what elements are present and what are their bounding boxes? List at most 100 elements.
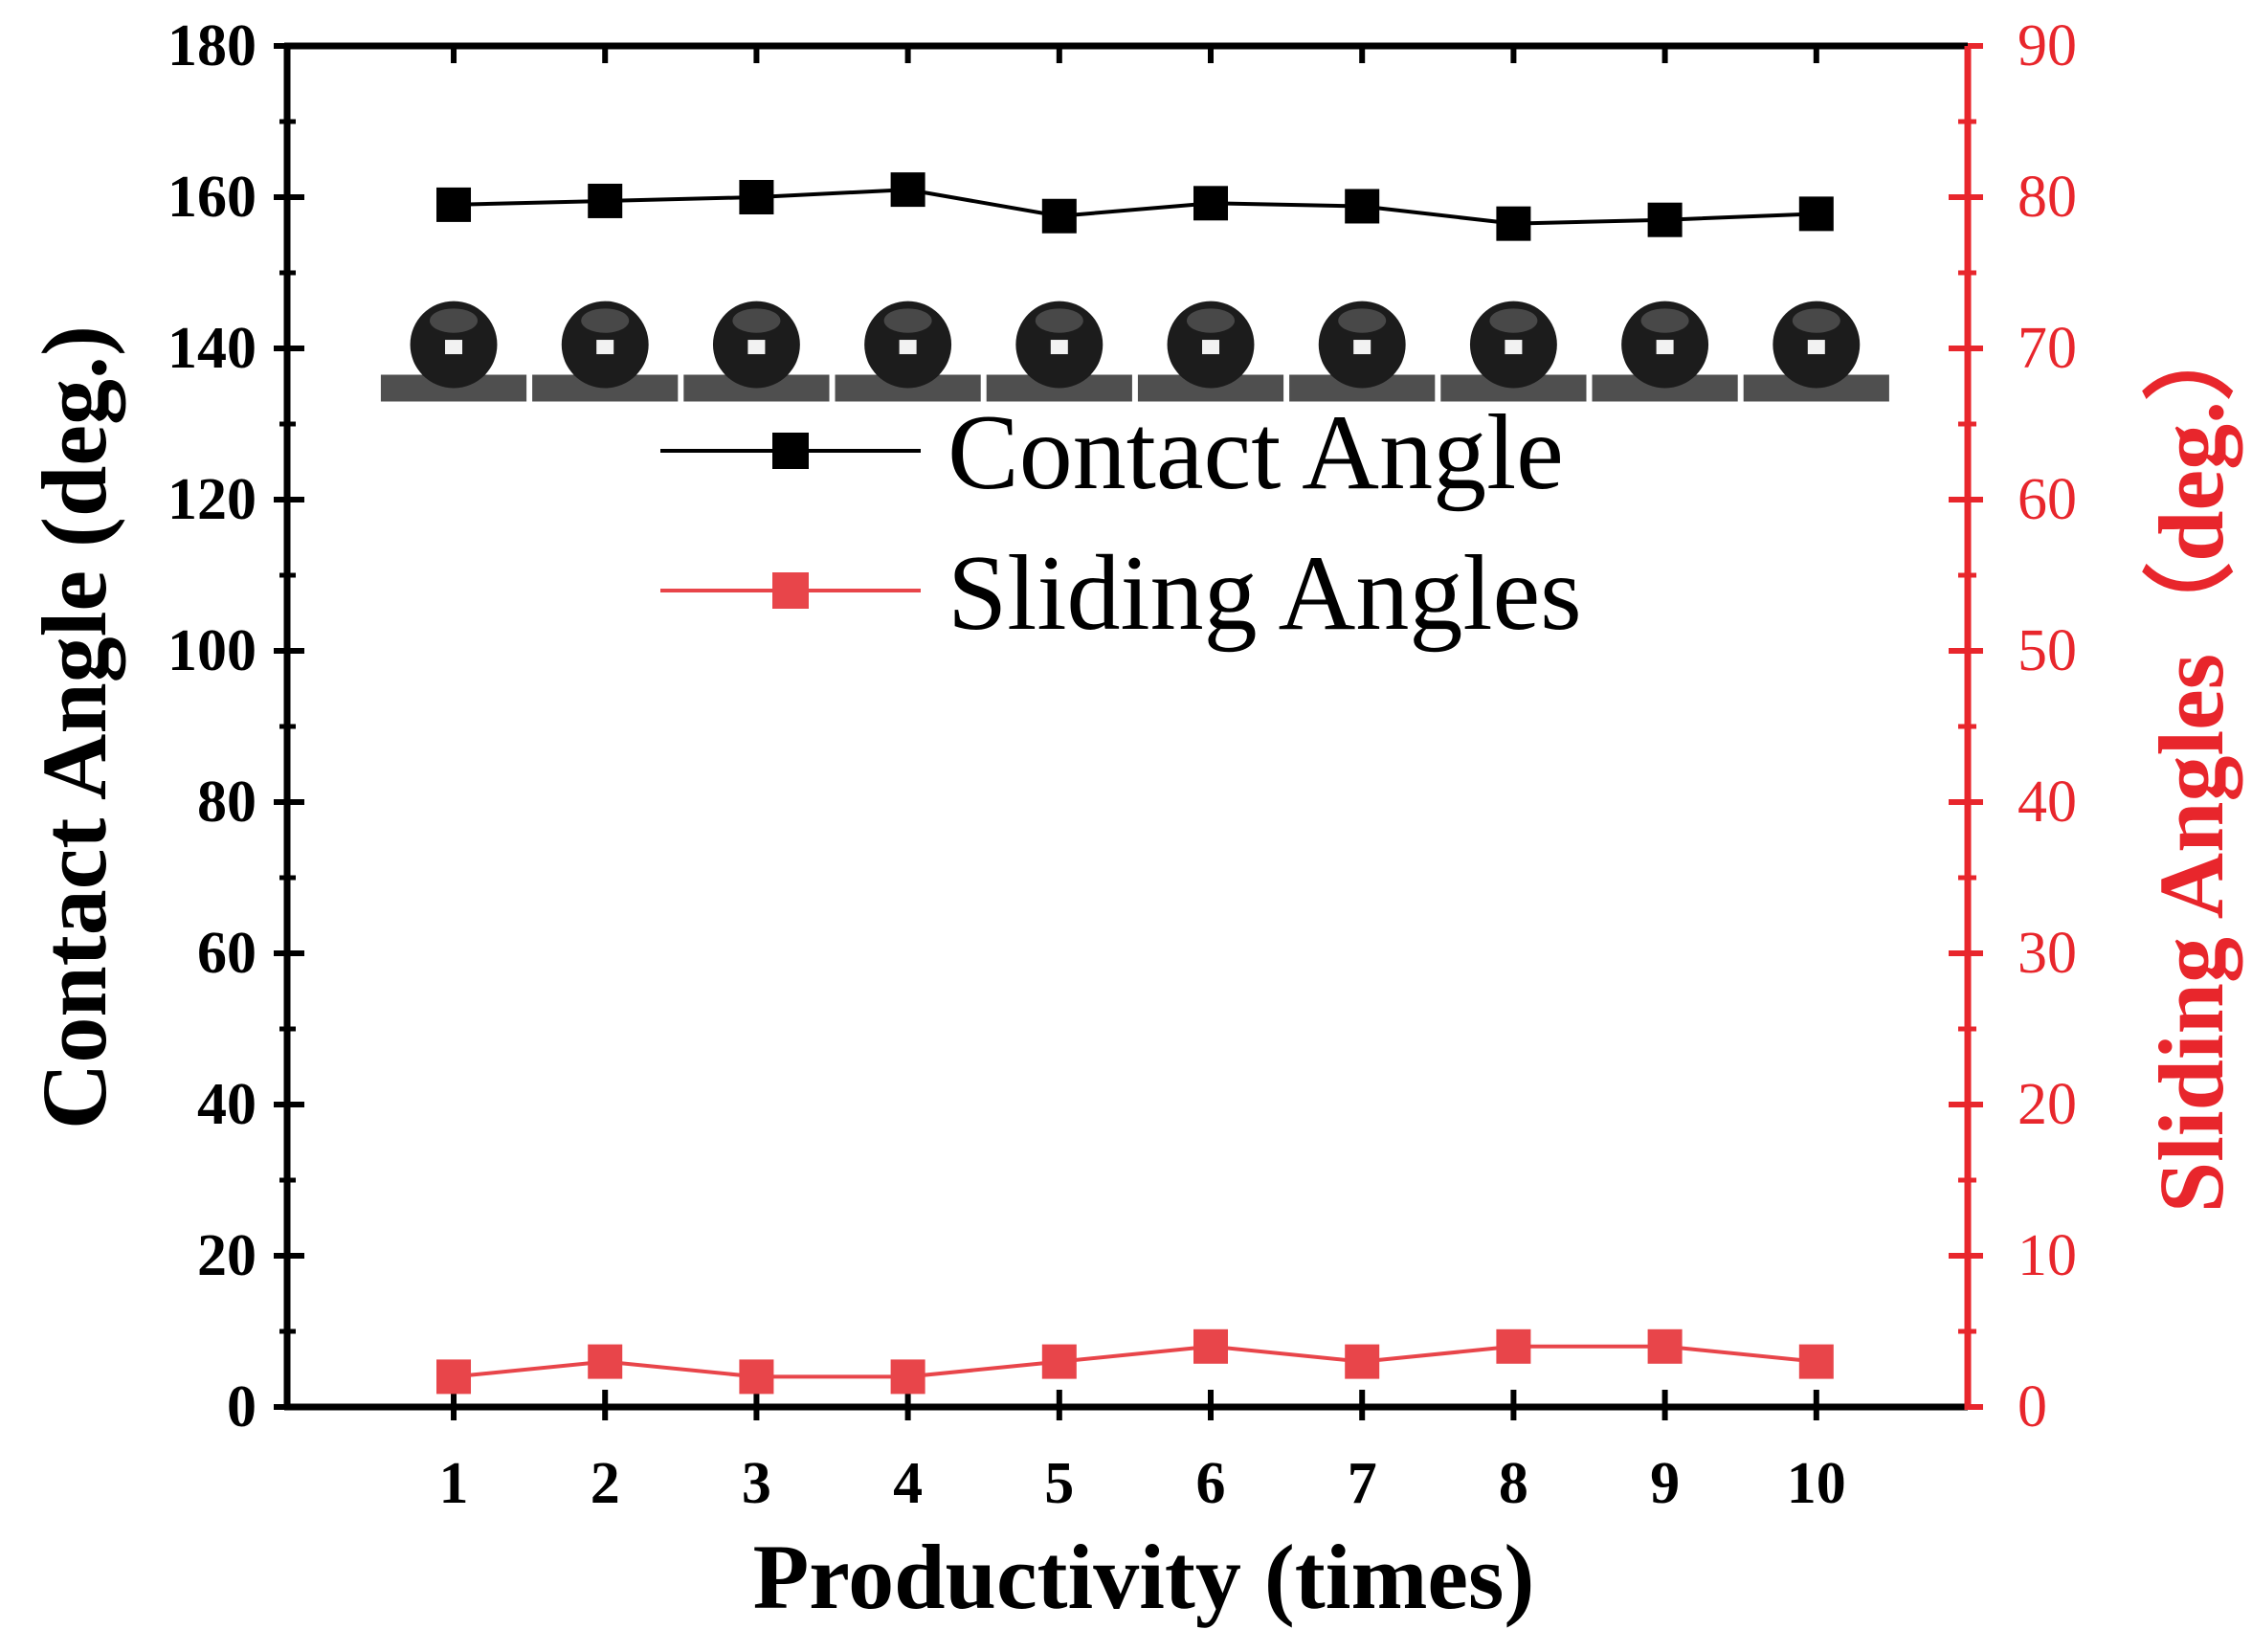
left-tick-label: 60 [197, 921, 256, 986]
contact-angle-point [1496, 206, 1531, 241]
droplet-reflection [1353, 340, 1371, 355]
right-tick-label: 40 [2018, 770, 2077, 835]
contact-angle-point [1345, 189, 1380, 224]
legend: Contact Angle Sliding Angles [660, 393, 1582, 653]
sliding-angle-point [1193, 1328, 1229, 1364]
series-sliding-angles [436, 1328, 1834, 1395]
legend-sliding-angles-marker [772, 572, 809, 609]
droplet-reflection [1505, 340, 1523, 355]
left-axis-title: Contact Angle (deg.) [23, 325, 125, 1129]
contact-angle-point [739, 180, 774, 214]
droplet-highlight [430, 308, 479, 333]
sliding-angles-markers [436, 1328, 1834, 1395]
left-tick-label: 120 [167, 467, 256, 532]
droplet-highlight [1035, 308, 1083, 333]
droplet-reflection [596, 340, 614, 355]
contact-angle-line [453, 188, 1817, 226]
droplet-highlight [732, 308, 781, 333]
bottom-tick-label: 10 [1787, 1451, 1846, 1516]
left-tick-label: 180 [167, 13, 256, 78]
droplet-image [1440, 301, 1587, 402]
bottom-tick-label: 6 [1196, 1451, 1226, 1516]
droplet-image [1743, 301, 1889, 402]
droplet-highlight [1338, 308, 1387, 333]
sliding-angle-point [1041, 1344, 1077, 1379]
droplet-reflection [899, 340, 917, 355]
droplet-reflection [1050, 340, 1068, 355]
left-tick-label: 40 [197, 1072, 256, 1137]
bottom-tick-label: 8 [1499, 1451, 1528, 1516]
right-tick-label: 70 [2018, 316, 2077, 381]
droplet-reflection [445, 340, 463, 355]
right-tick-labels: 0 10 20 30 40 50 60 70 80 90 [2018, 13, 2077, 1440]
bottom-tick-label: 2 [591, 1451, 620, 1516]
right-tick-label: 20 [2018, 1072, 2077, 1137]
left-tick-label: 160 [167, 165, 256, 230]
right-tick-label: 10 [2018, 1223, 2077, 1288]
sliding-angle-point [436, 1359, 472, 1395]
sliding-angle-point [1496, 1328, 1531, 1364]
legend-contact-angle-label: Contact Angle [948, 393, 1564, 512]
sliding-angle-point [1798, 1344, 1834, 1379]
droplet-highlight [1640, 308, 1689, 333]
droplet-reflection [1807, 340, 1825, 355]
left-tick-labels: 0 20 40 60 80 100 120 140 160 180 [167, 13, 256, 1440]
droplet-highlight [581, 308, 630, 333]
left-tick-label: 100 [167, 618, 256, 683]
droplet-image [1592, 301, 1738, 402]
sliding-angle-point [1345, 1344, 1380, 1379]
droplet-image [986, 301, 1132, 402]
bottom-axis-title: Productivity (times) [753, 1526, 1535, 1628]
right-axis-title: Sliding Angles（deg.） [2140, 309, 2242, 1213]
right-tick-label: 60 [2018, 467, 2077, 532]
droplet-highlight [1489, 308, 1538, 333]
contact-angle-markers [436, 172, 1834, 241]
right-tick-label: 30 [2018, 921, 2077, 986]
droplet-highlight [1792, 308, 1840, 333]
bottom-tick-labels: 1 2 3 4 5 6 7 8 9 10 [439, 1451, 1846, 1516]
droplet-image [835, 301, 981, 402]
contact-angle-point [1041, 198, 1077, 234]
sliding-angle-point [890, 1359, 925, 1395]
droplet-reflection [1656, 340, 1674, 355]
sliding-angle-point [1647, 1328, 1683, 1364]
series-contact-angle [436, 172, 1834, 241]
sliding-angle-point [588, 1344, 623, 1379]
sliding-angles-line [453, 1344, 1817, 1379]
bottom-tick-label: 1 [439, 1451, 469, 1516]
right-tick-label: 50 [2018, 618, 2077, 683]
left-tick-label: 140 [167, 316, 256, 381]
droplet-image [683, 301, 830, 402]
legend-sliding-angles-label: Sliding Angles [948, 534, 1582, 653]
droplet-highlight [883, 308, 932, 333]
bottom-tick-label: 7 [1348, 1451, 1377, 1516]
droplet-images [380, 301, 1889, 402]
sliding-angle-point [739, 1359, 774, 1395]
droplet-reflection [747, 340, 766, 355]
droplet-image [380, 301, 527, 402]
bottom-tick-label: 9 [1650, 1451, 1680, 1516]
droplet-image [532, 301, 679, 402]
droplet-reflection [1202, 340, 1220, 355]
contact-angle-point [1647, 202, 1683, 237]
contact-angle-point [588, 183, 623, 218]
left-tick-label: 0 [227, 1374, 256, 1440]
left-tick-label: 80 [197, 770, 256, 835]
contact-angle-point [1798, 196, 1834, 232]
bottom-tick-label: 3 [742, 1451, 771, 1516]
contact-angle-point [890, 172, 925, 208]
contact-angle-point [1193, 186, 1229, 221]
contact-angle-point [436, 187, 472, 222]
droplet-highlight [1187, 308, 1236, 333]
droplet-image [1137, 301, 1284, 402]
left-tick-label: 20 [197, 1223, 256, 1288]
right-tick-label: 0 [2018, 1374, 2047, 1440]
legend-contact-angle-marker [772, 433, 809, 469]
bottom-tick-label: 5 [1044, 1451, 1074, 1516]
right-tick-label: 90 [2018, 13, 2077, 78]
droplet-image [1289, 301, 1436, 402]
bottom-tick-label: 4 [893, 1451, 923, 1516]
right-tick-label: 80 [2018, 165, 2077, 230]
